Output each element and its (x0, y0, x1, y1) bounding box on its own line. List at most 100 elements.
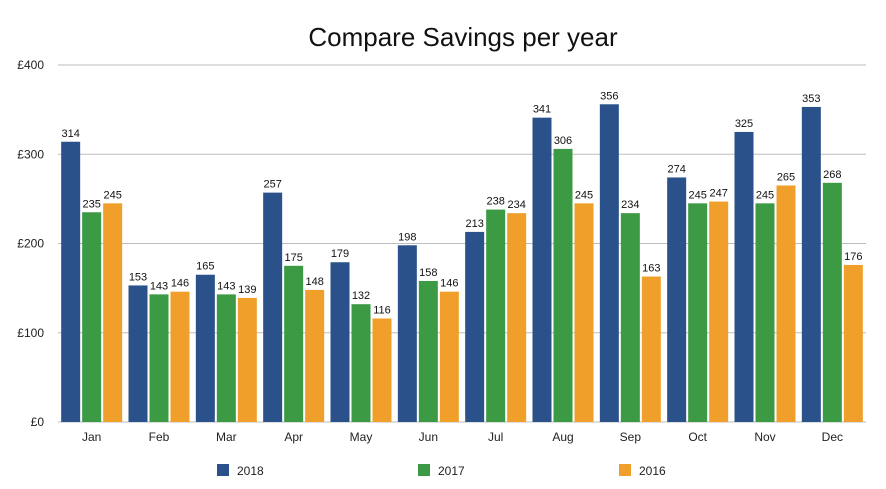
bars (61, 104, 863, 423)
data-label: 235 (82, 198, 100, 210)
bar (61, 141, 81, 422)
legend-swatch (418, 464, 430, 476)
x-tick-label: Jun (419, 430, 438, 444)
bar (170, 291, 190, 422)
data-label: 198 (398, 231, 416, 243)
bar (507, 213, 527, 422)
bar (688, 203, 708, 422)
bar (284, 265, 304, 422)
x-tick-label: Nov (754, 430, 775, 444)
x-tick-label: May (350, 430, 373, 444)
data-label: 353 (802, 93, 820, 105)
bar (397, 245, 417, 422)
bar (574, 203, 594, 422)
y-tick-label: £300 (17, 147, 44, 161)
y-tick-label: £100 (17, 326, 44, 340)
bar (599, 104, 619, 423)
bar (372, 318, 392, 422)
data-label: 245 (756, 189, 774, 201)
bar (465, 231, 485, 422)
bar (149, 294, 169, 422)
data-label: 146 (171, 278, 189, 290)
data-label: 306 (554, 135, 572, 147)
bar (82, 212, 102, 422)
x-tick-label: Mar (216, 430, 237, 444)
data-label: 314 (61, 128, 79, 140)
chart-title: Compare Savings per year (308, 22, 618, 52)
x-tick-label: Sep (620, 430, 642, 444)
bar (305, 289, 325, 422)
data-label: 265 (777, 171, 795, 183)
data-label: 356 (600, 90, 618, 102)
data-label: 257 (263, 179, 281, 191)
data-label: 163 (642, 263, 660, 275)
bar (128, 285, 148, 422)
legend-label: 2017 (438, 464, 465, 478)
data-label: 247 (709, 188, 727, 200)
y-tick-label: £0 (31, 415, 45, 429)
data-label: 153 (129, 271, 147, 283)
legend: 2018 2017 2016 (217, 464, 666, 478)
bar (620, 213, 640, 422)
bar (330, 262, 350, 422)
bar (418, 280, 438, 422)
data-label: 148 (305, 276, 323, 288)
x-axis-ticks: Jan Feb Mar Apr May Jun Jul Aug Sep Oct Nov Dec (82, 430, 843, 444)
legend-label: 2018 (237, 464, 264, 478)
x-tick-label: Oct (688, 430, 707, 444)
bar (351, 304, 371, 422)
data-label: 116 (373, 304, 391, 316)
data-label: 238 (486, 196, 504, 208)
data-label: 274 (667, 163, 685, 175)
data-label: 245 (575, 189, 593, 201)
legend-label: 2016 (639, 464, 666, 478)
data-label: 245 (103, 189, 121, 201)
data-label: 175 (284, 252, 302, 264)
bar (709, 201, 729, 422)
data-label: 179 (331, 248, 349, 260)
x-tick-label: Aug (552, 430, 573, 444)
x-tick-label: Apr (284, 430, 303, 444)
x-tick-label: Dec (822, 430, 843, 444)
data-label: 132 (352, 290, 370, 302)
data-label: 176 (844, 251, 862, 263)
data-label: 325 (735, 118, 753, 130)
data-label: 268 (823, 169, 841, 181)
data-label: 234 (507, 199, 525, 211)
bar (553, 148, 573, 422)
bar (237, 297, 257, 422)
data-label: 234 (621, 199, 639, 211)
bar (801, 106, 821, 422)
data-label: 341 (533, 104, 551, 116)
bar (195, 274, 215, 422)
x-tick-label: Jul (488, 430, 503, 444)
y-axis-ticks: £0 £100 £200 £300 £400 (17, 58, 44, 429)
data-label: 146 (440, 278, 458, 290)
gridlines (58, 64, 866, 423)
x-tick-label: Jan (82, 430, 101, 444)
data-label: 143 (150, 280, 168, 292)
y-tick-label: £200 (17, 237, 44, 251)
x-tick-label: Feb (149, 430, 170, 444)
data-label: 213 (465, 218, 483, 230)
bar (103, 203, 123, 422)
data-label: 158 (419, 267, 437, 279)
data-label: 139 (238, 284, 256, 296)
bar (822, 182, 842, 422)
bar (486, 209, 506, 422)
bar (532, 117, 552, 422)
y-tick-label: £400 (17, 58, 44, 72)
bar (755, 203, 775, 422)
bar (216, 294, 236, 422)
bar (263, 192, 283, 422)
bar (667, 177, 687, 422)
data-label: 245 (688, 189, 706, 201)
data-label: 143 (217, 280, 235, 292)
bar (843, 264, 863, 422)
bar (734, 131, 754, 422)
bar (776, 185, 796, 422)
legend-swatch (217, 464, 229, 476)
